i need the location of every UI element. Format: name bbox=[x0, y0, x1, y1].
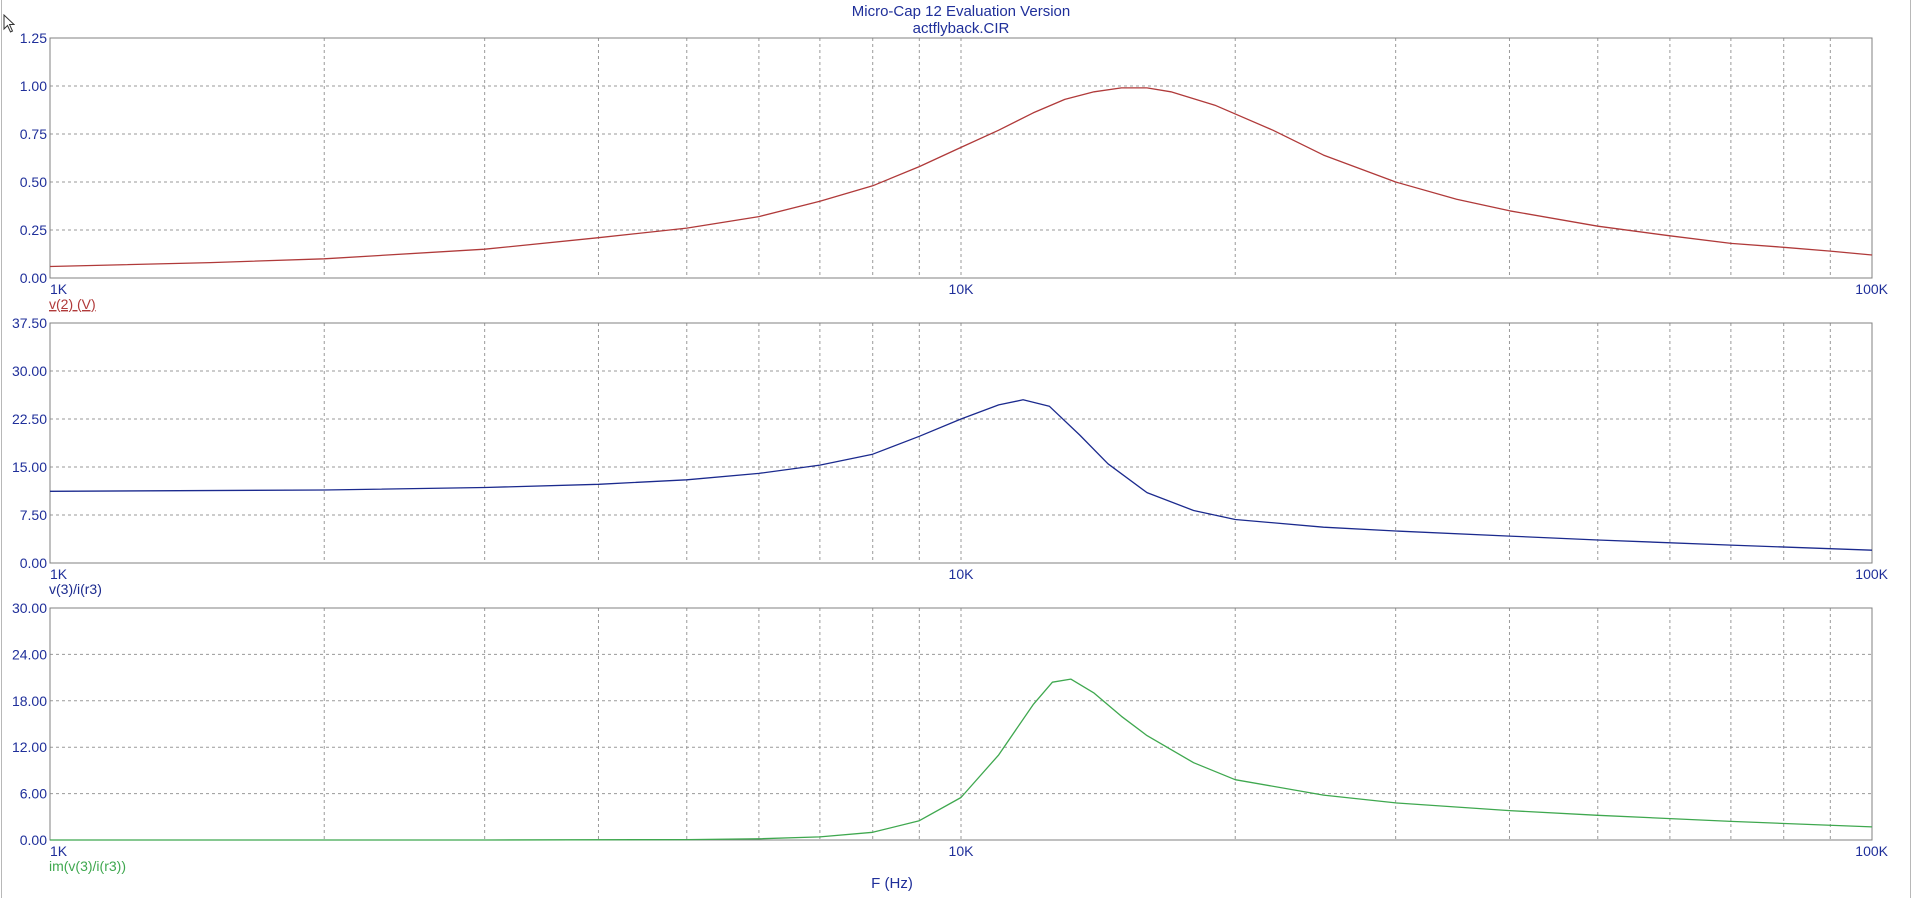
y-tick-label: 0.25 bbox=[20, 222, 47, 238]
x-tick-label: 100K bbox=[1855, 566, 1888, 582]
chart-title: Micro-Cap 12 Evaluation Version bbox=[851, 3, 1071, 20]
y-tick-label: 0.00 bbox=[20, 555, 47, 571]
x-tick-label: 100K bbox=[1855, 843, 1888, 859]
plot-border bbox=[49, 607, 1873, 841]
x-tick-label: 10K bbox=[949, 281, 975, 297]
y-tick-label: 6.00 bbox=[20, 786, 47, 802]
y-tick-label: 37.50 bbox=[12, 315, 47, 331]
series-line bbox=[50, 678, 1873, 841]
series-label: im(v(3)/i(r3)) bbox=[49, 858, 126, 874]
plot-panel-2: 0.00 7.50 15.00 22.50 30.00 37.50 1K 10K 100K v(3… bbox=[12, 315, 1889, 597]
series-line bbox=[49, 399, 1873, 551]
plot-border bbox=[49, 322, 1873, 564]
x-tick-label: 1K bbox=[50, 281, 68, 297]
x-axis-label: F (Hz) bbox=[871, 875, 913, 892]
plot-border bbox=[49, 37, 1873, 279]
x-tick-label: 10K bbox=[949, 566, 975, 582]
series-line bbox=[49, 87, 1873, 268]
y-tick-label: 12.00 bbox=[12, 739, 47, 755]
x-tick-label: 1K bbox=[50, 566, 68, 582]
y-tick-label: 22.50 bbox=[12, 411, 47, 427]
window-frame-right bbox=[1910, 0, 1911, 898]
series-label: v(3)/i(r3) bbox=[49, 581, 102, 597]
circuit-file-name: actflyback.CIR bbox=[912, 20, 1010, 37]
y-tick-label: 30.00 bbox=[12, 600, 47, 616]
plot-panel-1: 0.00 0.25 0.50 0.75 1.00 1.25 1K 10K 100K v(2) (V… bbox=[20, 30, 1889, 312]
x-tick-label: 1K bbox=[50, 843, 68, 859]
y-tick-label: 0.00 bbox=[20, 270, 47, 286]
window-frame-left bbox=[1, 0, 2, 898]
y-tick-label: 7.50 bbox=[20, 507, 47, 523]
mouse-pointer-icon bbox=[3, 14, 15, 33]
y-tick-label: 18.00 bbox=[12, 693, 47, 709]
y-tick-label: 1.25 bbox=[20, 30, 47, 46]
y-tick-label: 1.00 bbox=[20, 78, 47, 94]
plot-panel-3: 0.00 6.00 12.00 18.00 24.00 30.00 1K 10K 100K im(… bbox=[12, 600, 1889, 874]
y-tick-label: 15.00 bbox=[12, 459, 47, 475]
y-tick-label: 0.00 bbox=[20, 832, 47, 848]
y-tick-label: 0.50 bbox=[20, 174, 47, 190]
y-tick-label: 30.00 bbox=[12, 363, 47, 379]
x-tick-label: 100K bbox=[1855, 281, 1888, 297]
series-label: v(2) (V) bbox=[49, 296, 96, 312]
y-tick-label: 0.75 bbox=[20, 126, 47, 142]
x-tick-label: 10K bbox=[949, 843, 975, 859]
y-tick-label: 24.00 bbox=[12, 646, 47, 662]
